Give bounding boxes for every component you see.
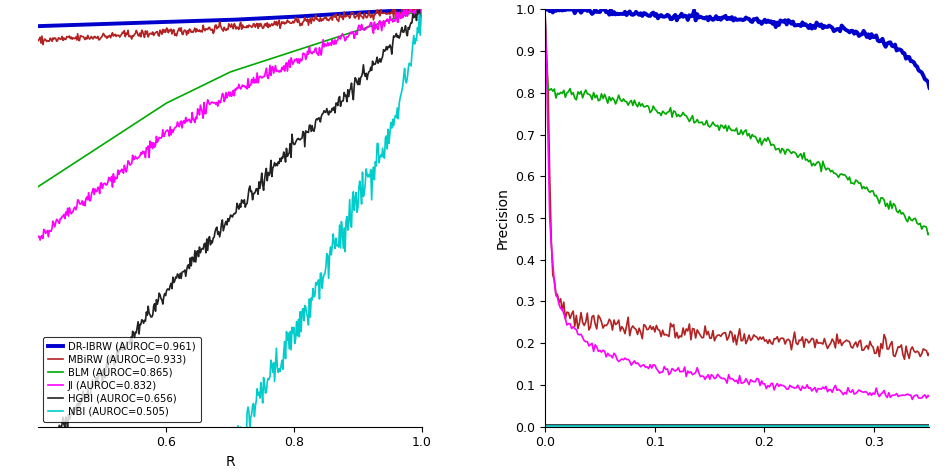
HGBI (AUROC=0.656)	[196, 246, 208, 251]
JI (AUROC=0.832)	[274, 68, 285, 73]
NBI (AUROC=0.505)	[354, 178, 365, 184]
Line: HGBI (AUROC=0.656): HGBI (AUROC=0.656)	[0, 9, 422, 474]
DR-IBRW (AUROC=0.961)	[354, 10, 365, 16]
MBiRW (AUROC=0.933)	[196, 29, 208, 35]
MBiRW (AUROC=0.933)	[274, 26, 285, 31]
Line: NBI (AUROC=0.505): NBI (AUROC=0.505)	[0, 9, 422, 474]
JI (AUROC=0.832)	[354, 22, 365, 28]
MBiRW (AUROC=0.933)	[416, 7, 428, 13]
HGBI (AUROC=0.656)	[354, 75, 365, 81]
Line: MBiRW (AUROC=0.933): MBiRW (AUROC=0.933)	[0, 9, 422, 474]
Legend: DR-IBRW (AUROC=0.961), MBiRW (AUROC=0.933), BLM (AUROC=0.865), JI (AUROC=0.832),: DR-IBRW (AUROC=0.961), MBiRW (AUROC=0.93…	[43, 337, 201, 421]
HGBI (AUROC=0.656)	[274, 155, 285, 161]
DR-IBRW (AUROC=0.961)	[274, 15, 285, 20]
Line: JI (AUROC=0.832): JI (AUROC=0.832)	[0, 9, 422, 474]
NBI (AUROC=0.505)	[275, 364, 286, 369]
HGBI (AUROC=0.656)	[416, 7, 428, 12]
MBiRW (AUROC=0.933)	[354, 16, 365, 22]
Y-axis label: Precision: Precision	[496, 187, 510, 249]
DR-IBRW (AUROC=0.961)	[196, 18, 208, 24]
X-axis label: R: R	[226, 455, 235, 469]
BLM (AUROC=0.865)	[354, 27, 365, 33]
NBI (AUROC=0.505)	[416, 7, 428, 12]
Line: BLM (AUROC=0.865): BLM (AUROC=0.865)	[0, 9, 422, 474]
BLM (AUROC=0.865)	[416, 7, 428, 12]
BLM (AUROC=0.865)	[274, 53, 285, 59]
BLM (AUROC=0.865)	[196, 83, 208, 89]
MBiRW (AUROC=0.933)	[375, 7, 387, 12]
JI (AUROC=0.832)	[196, 109, 208, 115]
JI (AUROC=0.832)	[401, 7, 412, 12]
Line: DR-IBRW (AUROC=0.961): DR-IBRW (AUROC=0.961)	[0, 9, 422, 474]
JI (AUROC=0.832)	[416, 9, 428, 14]
DR-IBRW (AUROC=0.961)	[416, 7, 428, 12]
